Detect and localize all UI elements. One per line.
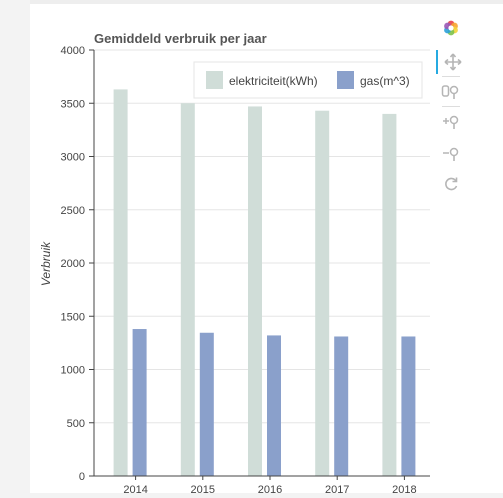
legend-label: elektriciteit(kWh) bbox=[229, 74, 318, 88]
x-tick-label: 2018 bbox=[392, 484, 416, 496]
toolbar bbox=[436, 14, 466, 204]
y-tick-label: 0 bbox=[79, 471, 85, 483]
bar-elektriciteit-2015 bbox=[180, 103, 195, 476]
bar-gas-2018 bbox=[401, 336, 416, 476]
y-tick-label: 1000 bbox=[61, 365, 85, 377]
y-tick-label: 3500 bbox=[61, 98, 85, 110]
reset-tool[interactable] bbox=[436, 172, 466, 196]
left-frame bbox=[0, 0, 30, 498]
bottom-frame bbox=[30, 493, 503, 498]
bar-elektriciteit-2018 bbox=[382, 113, 397, 477]
box-zoom-tool[interactable] bbox=[436, 80, 466, 104]
bar-gas-2014 bbox=[132, 329, 147, 476]
zoom-in-tool[interactable] bbox=[436, 110, 466, 134]
legend-label: gas(m^3) bbox=[360, 74, 410, 88]
bar-gas-2017 bbox=[334, 336, 349, 476]
y-axis-label: Verbruik bbox=[39, 241, 53, 286]
zoom-in-icon bbox=[443, 115, 459, 129]
y-tick-label: 500 bbox=[67, 418, 85, 430]
y-tick-label: 3000 bbox=[61, 152, 85, 164]
bar-gas-2016 bbox=[267, 335, 281, 476]
legend-box bbox=[193, 61, 423, 99]
bar-elektriciteit-2017 bbox=[315, 110, 330, 476]
x-tick-label: 2017 bbox=[325, 484, 349, 496]
y-tick-label: 2000 bbox=[61, 258, 85, 270]
bokeh-logo-icon[interactable] bbox=[436, 16, 466, 40]
reset-icon bbox=[445, 177, 458, 191]
y-tick-label: 4000 bbox=[61, 45, 85, 57]
y-tick-label: 2500 bbox=[61, 205, 85, 217]
top-frame bbox=[30, 0, 503, 4]
y-tick-label: 1500 bbox=[61, 311, 85, 323]
bar-gas-2015 bbox=[199, 332, 214, 476]
bar-elektriciteit-2014 bbox=[113, 89, 128, 476]
x-tick-label: 2016 bbox=[258, 484, 282, 496]
legend-swatch bbox=[337, 71, 354, 89]
bar-elektriciteit-2016 bbox=[248, 106, 262, 476]
bars bbox=[113, 89, 416, 477]
legend-swatch bbox=[206, 71, 223, 89]
zoom-out-tool[interactable] bbox=[436, 142, 466, 166]
box-zoom-icon bbox=[441, 85, 459, 99]
zoom-out-icon bbox=[443, 147, 459, 161]
pan-icon bbox=[444, 53, 462, 71]
pan-tool[interactable] bbox=[436, 50, 468, 74]
axes: 0 500 1000 1500 2000 2500 3000 3500 4000 2014 2015… bbox=[61, 45, 430, 496]
x-tick-label: 2015 bbox=[191, 484, 215, 496]
x-tick-label: 2014 bbox=[123, 484, 147, 496]
legend: elektriciteit(kWh) gas(m^3) bbox=[193, 61, 423, 99]
chart-title: Gemiddeld verbruik per jaar bbox=[94, 31, 267, 46]
